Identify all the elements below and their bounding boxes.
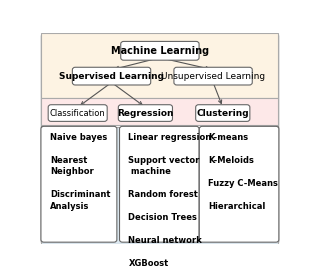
FancyBboxPatch shape <box>199 126 279 242</box>
FancyBboxPatch shape <box>174 67 252 85</box>
FancyBboxPatch shape <box>41 126 117 242</box>
FancyBboxPatch shape <box>121 41 199 60</box>
Text: Machine Learning: Machine Learning <box>111 46 209 56</box>
Text: Classification: Classification <box>50 109 105 118</box>
FancyBboxPatch shape <box>118 105 173 121</box>
FancyBboxPatch shape <box>119 126 199 242</box>
Text: Linear regression

Support vector
 machine

Random forest

Decision Trees

Neura: Linear regression Support vector machine… <box>129 133 212 268</box>
FancyBboxPatch shape <box>196 105 250 121</box>
FancyBboxPatch shape <box>41 33 278 98</box>
Text: K-means

K-Meloids

Fuzzy C-Means

Hierarchical: K-means K-Meloids Fuzzy C-Means Hierarch… <box>208 133 278 211</box>
FancyBboxPatch shape <box>41 35 278 242</box>
FancyBboxPatch shape <box>72 67 151 85</box>
Text: Unsupervised Learning: Unsupervised Learning <box>161 72 265 81</box>
FancyBboxPatch shape <box>48 105 107 121</box>
Text: Regression: Regression <box>117 109 174 118</box>
FancyBboxPatch shape <box>41 127 278 244</box>
Text: Clustering: Clustering <box>197 109 249 118</box>
Text: Supervised Learning: Supervised Learning <box>59 72 164 81</box>
FancyBboxPatch shape <box>41 98 278 125</box>
Text: Naive bayes

Nearest
Neighbor

Discriminant
Analysis: Naive bayes Nearest Neighbor Discriminan… <box>50 133 110 211</box>
